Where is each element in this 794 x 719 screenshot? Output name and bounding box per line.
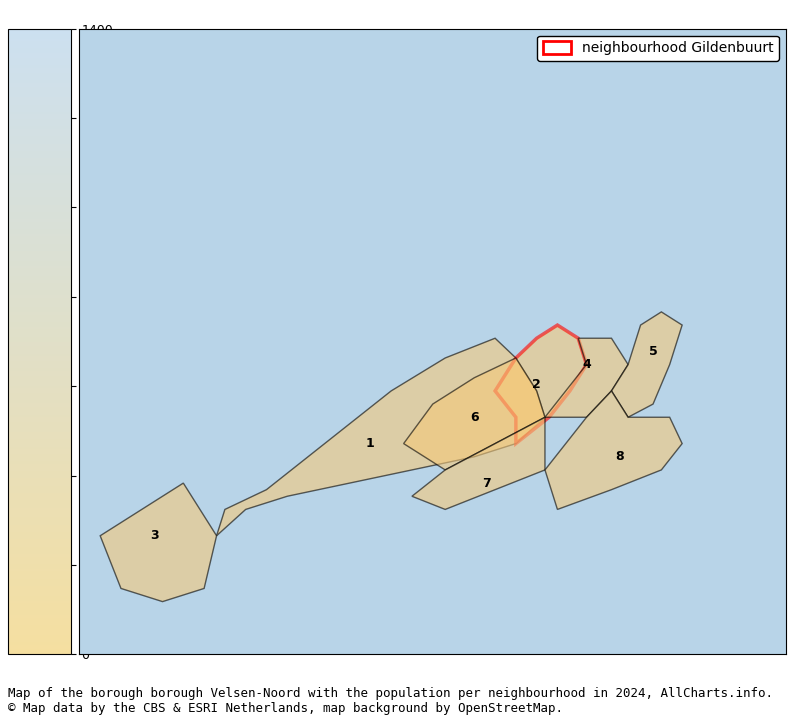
Text: 4: 4 [582,358,591,371]
Legend: neighbourhood Gildenbuurt: neighbourhood Gildenbuurt [538,36,779,61]
Text: Map of the borough borough Velsen-Noord with the population per neighbourhood in: Map of the borough borough Velsen-Noord … [8,687,773,715]
Text: 6: 6 [470,411,479,423]
Text: 1: 1 [366,437,375,450]
Text: 5: 5 [649,345,657,358]
Polygon shape [412,417,545,510]
Text: 8: 8 [615,450,624,463]
Polygon shape [545,391,682,510]
Polygon shape [217,338,545,536]
Text: 3: 3 [150,529,159,542]
Text: 7: 7 [483,477,491,490]
Polygon shape [611,312,682,417]
Polygon shape [545,338,628,417]
Text: 2: 2 [532,377,541,391]
Polygon shape [403,358,545,470]
Polygon shape [495,325,587,444]
Polygon shape [100,483,217,602]
